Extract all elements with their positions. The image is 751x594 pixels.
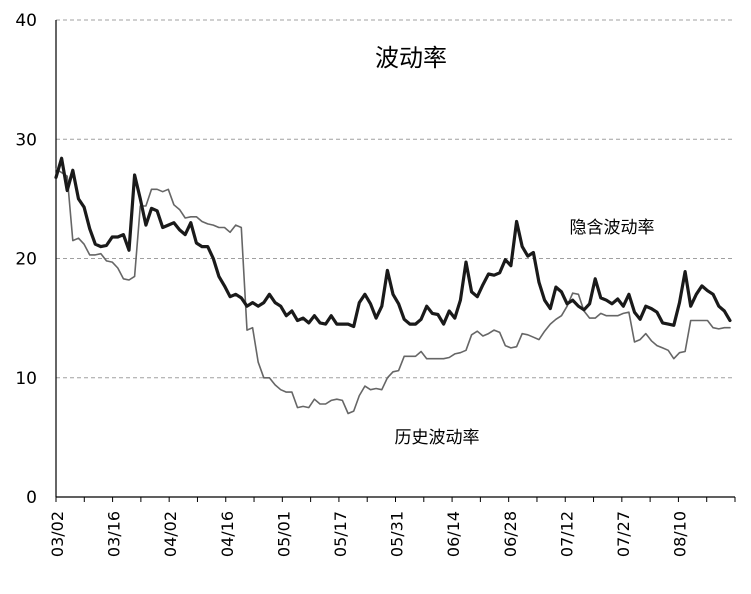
x-tick-label: 07/12 (557, 511, 576, 557)
y-tick-label: 40 (15, 11, 37, 31)
x-tick-label: 05/17 (331, 511, 350, 557)
x-tick-label: 07/27 (614, 511, 633, 557)
y-tick-labels: 0 10 20 30 40 (15, 11, 37, 508)
chart-title: 波动率 (375, 44, 447, 72)
y-tick-label: 20 (15, 250, 37, 270)
x-tick-label: 04/16 (218, 511, 237, 557)
x-tick-label: 08/10 (671, 511, 690, 557)
x-tick-label: 04/02 (161, 511, 180, 557)
axes (55, 20, 736, 502)
gridlines (56, 19, 735, 379)
y-tick-label: 10 (15, 369, 37, 389)
x-tick-label: 05/01 (274, 511, 293, 557)
series-line-historical-volatility (55, 168, 731, 415)
x-tick-label: 03/16 (105, 511, 124, 557)
x-tick-label: 06/14 (444, 511, 463, 557)
series-line-implied-volatility (54, 156, 732, 329)
x-tick-label: 05/31 (388, 511, 407, 557)
x-tick-labels: 03/02 03/16 04/02 04/16 05/01 05/17 05/31 06/14… (48, 511, 690, 557)
series-lines (54, 156, 732, 415)
y-tick-label: 30 (15, 130, 37, 150)
annotation-implied-volatility: 隐含波动率 (570, 218, 655, 238)
x-tick-label: 06/28 (501, 511, 520, 557)
y-tick-label: 0 (26, 488, 37, 508)
annotation-historical-volatility: 历史波动率 (395, 428, 480, 448)
x-tick-label: 03/02 (48, 511, 67, 557)
